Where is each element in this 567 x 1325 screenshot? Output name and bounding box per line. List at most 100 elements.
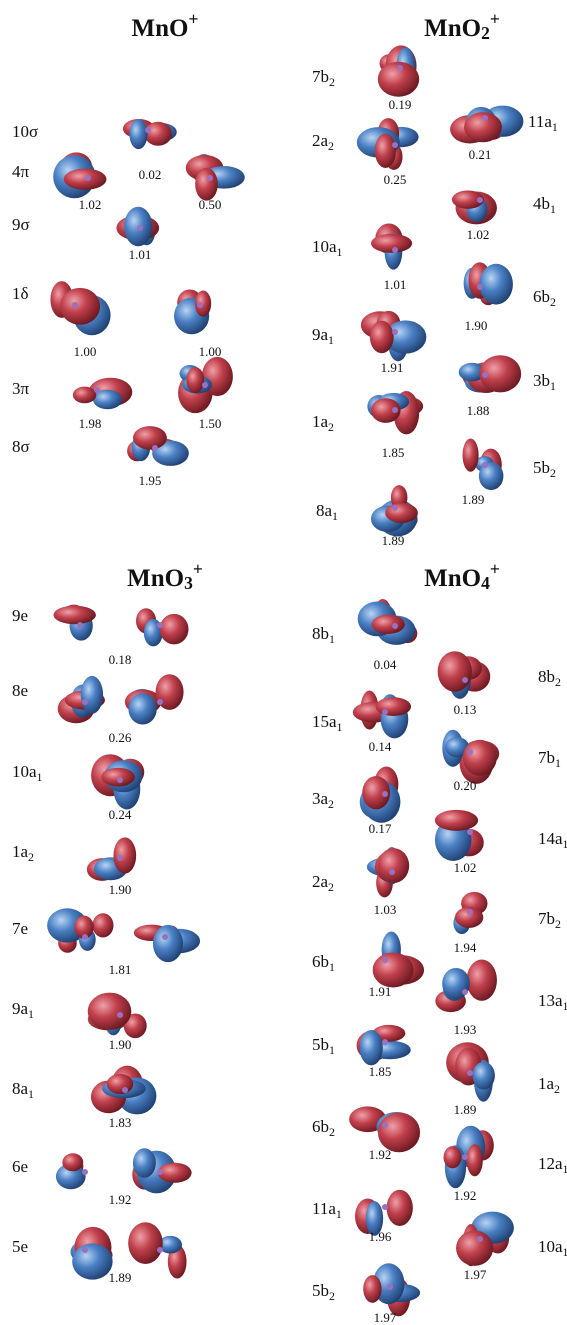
orbital-label: 3π: [12, 379, 30, 398]
orbital-image: [373, 931, 424, 987]
orbital-image: [50, 281, 110, 335]
orbital-label-sub: 1: [563, 999, 567, 1013]
orbital-lobe: [473, 1062, 495, 1090]
orbital-label: 6e: [12, 1157, 28, 1176]
occupation: 1.90: [465, 318, 488, 333]
atom: [382, 957, 388, 963]
atom: [477, 197, 483, 203]
orbital-label: 12a1: [538, 1154, 567, 1176]
orbital-image: [91, 1066, 156, 1115]
orbital-label: 7e: [12, 919, 28, 938]
occupation: 1.95: [139, 473, 162, 488]
orbital-label-text: 10a: [12, 762, 37, 781]
orbital-lobe: [113, 837, 136, 873]
atom: [157, 1169, 163, 1175]
atom: [382, 1039, 388, 1045]
panel-title-text: MnO: [132, 15, 189, 42]
orbital-lobe: [88, 993, 132, 1030]
orbital-label-text: 10a: [312, 237, 337, 256]
orbital-label: 7b2: [538, 909, 561, 931]
occupation: 1.02: [79, 197, 102, 212]
orbital-label-sub: 1: [563, 837, 567, 851]
orbital-image: [47, 908, 113, 953]
atom: [197, 302, 203, 308]
orbital-image: [73, 378, 132, 410]
orbital-label: 5b1: [312, 1035, 335, 1057]
orbital-label-sub: 1: [563, 1162, 567, 1176]
orbital-label-text: 5b: [533, 458, 550, 477]
occupation: 1.89: [109, 1270, 132, 1285]
occupation: 1.93: [454, 1022, 477, 1037]
atom: [477, 1236, 483, 1242]
orbital-label-text: 11a: [312, 1199, 336, 1218]
atom: [382, 709, 388, 715]
occupation: 1.91: [381, 360, 404, 375]
orbital-image: [438, 651, 491, 699]
occupation: 1.83: [109, 1115, 132, 1130]
atom: [392, 329, 398, 335]
orbital-label-text: 1a: [538, 1074, 555, 1093]
orbital-lobe: [456, 1230, 493, 1265]
occupation: 1.89: [382, 533, 405, 548]
orbital-label-text: 4π: [12, 162, 30, 181]
orbital-image: [53, 605, 95, 641]
orbital-label-sub: 1: [328, 333, 334, 347]
orbital-image: [123, 119, 177, 149]
orbital-lobe: [435, 810, 478, 831]
atom: [392, 407, 398, 413]
atom: [462, 677, 468, 683]
orbital-image: [367, 391, 423, 434]
panel-title: MnO3+: [127, 559, 203, 593]
orbital-label: 10a1: [538, 1237, 567, 1259]
orbital-label-sub: 1: [329, 1043, 335, 1057]
atom: [467, 829, 473, 835]
orbital-label-sub: 1: [563, 1245, 567, 1259]
panel-title-sub: 3: [184, 573, 193, 593]
occupation: 0.24: [109, 807, 132, 822]
orbital-image: [132, 1148, 191, 1193]
orbital-label: 8b2: [538, 667, 561, 689]
orbital-lobe: [371, 615, 404, 634]
occupation: 1.02: [467, 227, 490, 242]
atom: [137, 225, 143, 231]
orbital-image: [87, 837, 136, 880]
orbital-lobe: [363, 1275, 381, 1303]
orbital-label: 5b2: [533, 458, 556, 480]
orbital-label-text: 2a: [312, 131, 329, 150]
panel-title-sup: +: [490, 559, 500, 579]
panel-title-sub: 4: [481, 573, 490, 593]
orbital-label: 7b2: [312, 67, 335, 89]
atom: [122, 1087, 128, 1093]
orbital-label-sub: 2: [555, 917, 561, 931]
orbital-image: [128, 1222, 186, 1278]
orbital-lobe: [160, 614, 189, 644]
orbital-label-text: 3b: [533, 371, 550, 390]
orbital-image: [371, 485, 418, 536]
occupation: 0.17: [369, 821, 392, 836]
occupation: 0.26: [109, 730, 132, 745]
orbital-image: [70, 1227, 112, 1280]
orbital-lobe: [463, 438, 479, 471]
orbital-label-sub: 1: [337, 720, 343, 734]
orbital-label: 1δ: [12, 284, 29, 303]
orbital-label: 11a1: [312, 1199, 342, 1221]
orbital-image: [442, 730, 499, 784]
orbital-image: [116, 207, 159, 246]
orbital-label-sub: 1: [28, 1007, 34, 1021]
orbital-label-text: 9a: [312, 325, 329, 344]
panel-title-sub: 2: [481, 23, 490, 43]
orbital-lobe: [371, 234, 412, 253]
occupation: 1.97: [374, 1310, 397, 1325]
occupation: 1.96: [369, 1229, 392, 1244]
orbital-image: [450, 106, 523, 144]
orbital-label: 3b1: [533, 371, 556, 393]
orbital-label-text: 1a: [12, 842, 29, 861]
orbital-label-sub: 2: [329, 75, 335, 89]
orbital-label-text: 9σ: [12, 215, 30, 234]
orbital-image: [56, 1153, 88, 1189]
orbital-image: [453, 892, 487, 934]
orbital-label-sub: 1: [555, 756, 561, 770]
orbital-lobe: [107, 1074, 134, 1094]
orbital-lobe: [128, 1222, 163, 1264]
orbital-label: 8a1: [316, 501, 338, 523]
